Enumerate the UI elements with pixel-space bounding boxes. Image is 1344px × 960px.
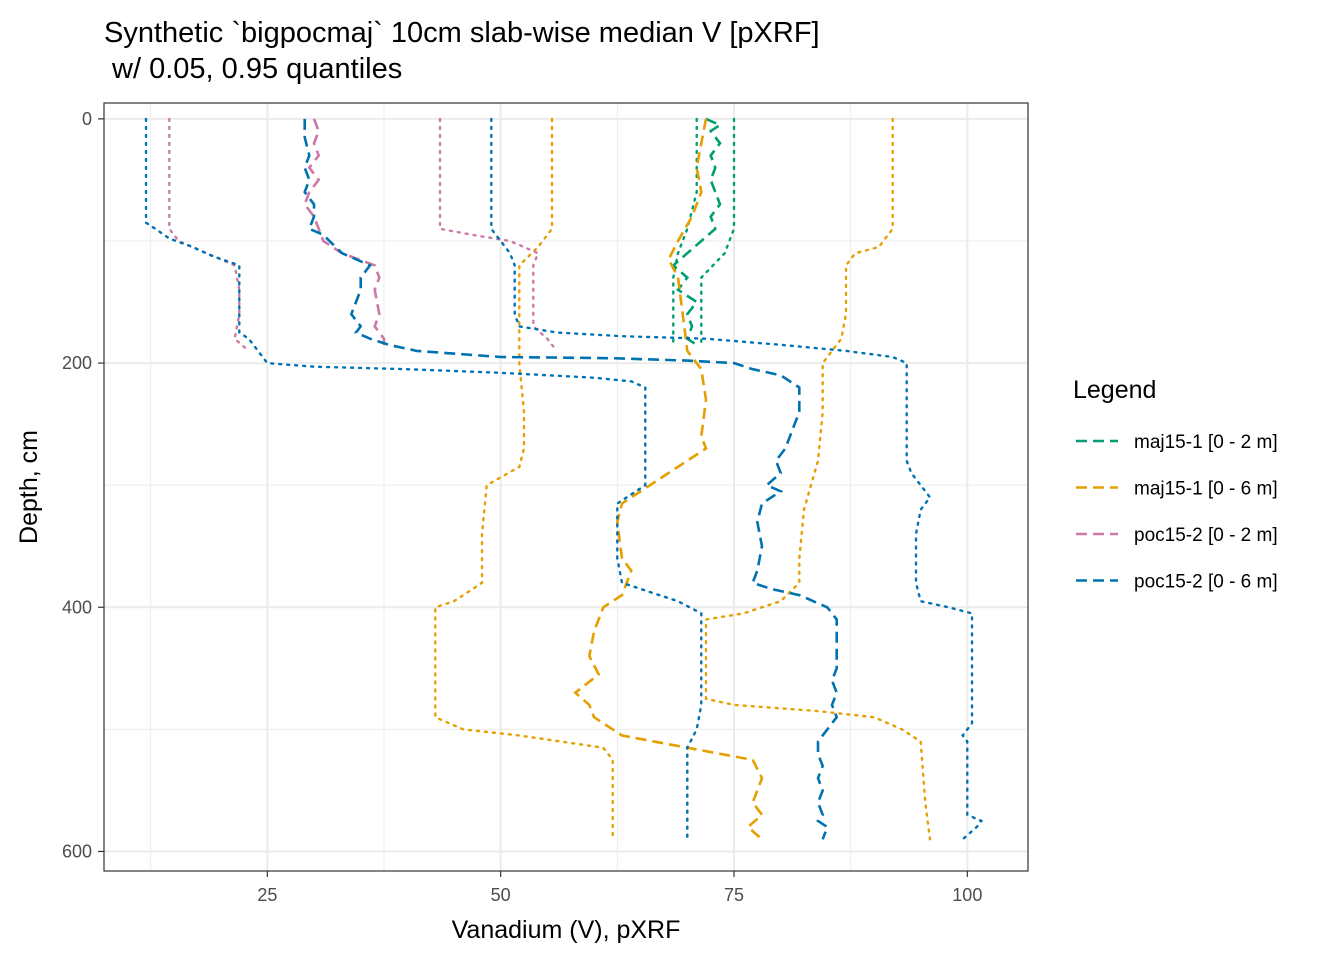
x-axis: 25 50 75 100 <box>257 871 982 905</box>
series-maj15-1-0-2-m-q05-line <box>672 117 698 346</box>
plot-panel-border <box>103 102 1029 872</box>
x-tick-label: 75 <box>724 885 744 905</box>
grid-minor <box>104 103 1028 871</box>
x-tick-label: 25 <box>257 885 277 905</box>
x-tick-label: 100 <box>952 885 982 905</box>
chart-title-line2: w/ 0.05, 0.95 quantiles <box>104 53 402 85</box>
series-maj15-1-0-6-m-q05-line <box>434 117 614 841</box>
legend-label: poc15-2 [0 - 6 m] <box>1134 572 1278 593</box>
legend-label: maj15-1 [0 - 2 m] <box>1134 432 1278 453</box>
series-maj15-1-0-6-m-median-line <box>573 118 764 841</box>
y-tick-label: 600 <box>62 841 92 861</box>
y-tick-label: 200 <box>62 353 92 373</box>
legend-label: maj15-1 [0 - 6 m] <box>1134 479 1278 500</box>
legend-title: Legend <box>1073 376 1156 404</box>
x-axis-title: Vanadium (V), pXRF <box>452 916 681 944</box>
series-maj15-1-0-2-m-median-line <box>671 117 723 346</box>
legend: Legend maj15-1 [0 - 2 m] maj15-1 [0 - 6 m… <box>1073 376 1278 593</box>
chart-title-line1: Synthetic `bigpocmaj` 10cm slab-wise med… <box>104 17 820 49</box>
y-tick-label: 400 <box>62 597 92 617</box>
series-poc15-2-0-6-m-q95-line <box>490 117 984 841</box>
y-axis: 0 200 400 600 <box>62 109 104 861</box>
series-layer <box>144 117 984 841</box>
series-poc15-2-0-2-m-median-line <box>303 118 386 351</box>
series-poc15-2-0-2-m-q95-line <box>438 117 558 353</box>
plot-panel <box>104 103 1028 871</box>
series-maj15-1-0-2-m-q95-line <box>700 117 736 346</box>
series-poc15-2-0-6-m-median-line <box>303 118 839 840</box>
y-axis-title: Depth, cm <box>15 430 43 544</box>
x-tick-label: 50 <box>491 885 511 905</box>
series-maj15-1-0-6-m-q95-line <box>704 117 932 841</box>
legend-label: poc15-2 [0 - 2 m] <box>1134 525 1278 546</box>
y-tick-label: 0 <box>82 109 92 129</box>
